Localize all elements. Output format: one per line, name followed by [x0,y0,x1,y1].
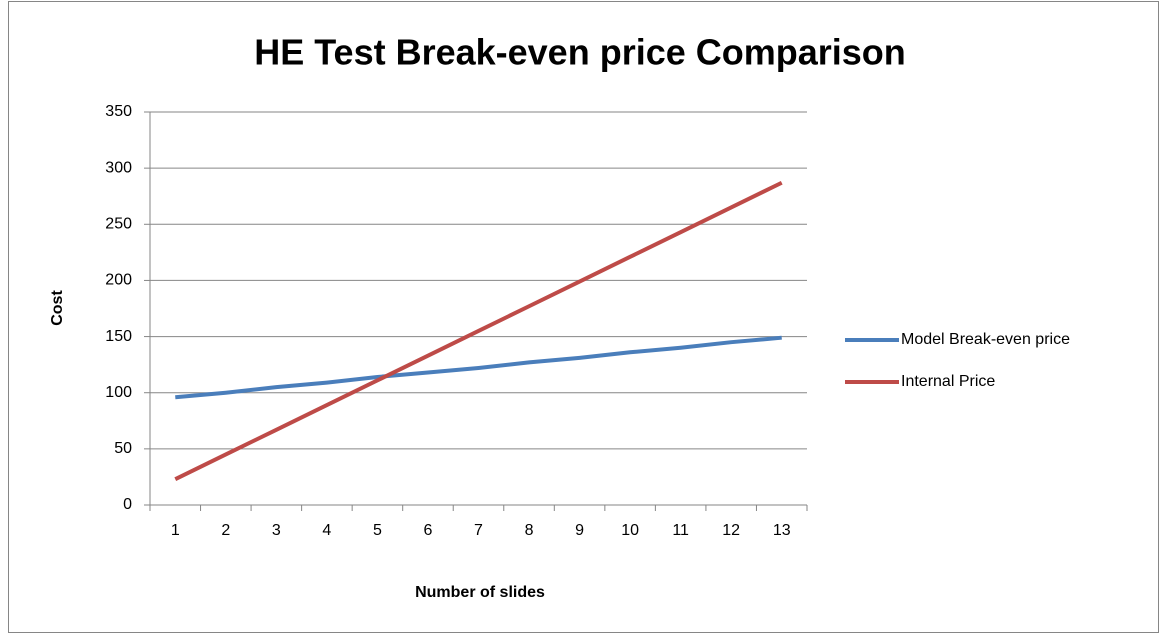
y-tick-label: 350 [105,103,132,120]
x-tick-label: 11 [672,522,689,539]
x-tick-label: 1 [171,522,180,539]
y-tick-label: 250 [105,216,132,233]
x-tick-label: 7 [474,522,483,539]
x-axis-title: Number of slides [415,584,545,601]
x-tick-label: 5 [373,522,382,539]
chart-frame [8,1,1159,633]
legend-label: Internal Price [901,373,995,390]
y-tick-label: 50 [114,440,132,457]
y-tick-label: 150 [105,328,132,345]
x-tick-label: 2 [221,522,230,539]
x-tick-label: 8 [525,522,534,539]
x-tick-label: 4 [322,522,331,539]
series-line [175,335,782,400]
x-tick-label: 9 [575,522,584,539]
legend-label: Model Break-even price [901,331,1070,348]
x-tick-label: 12 [722,522,740,539]
x-tick-label: 10 [621,522,639,539]
x-tick-label: 3 [272,522,281,539]
chart-title: HE Test Break-even price Comparison [254,32,906,73]
y-tick-label: 100 [105,384,132,401]
y-tick-label: 0 [123,496,132,513]
y-tick-label: 300 [105,159,132,176]
series-line [174,180,783,481]
y-tick-label: 200 [105,272,132,289]
x-tick-label: 13 [773,522,791,539]
y-axis-title: Cost [49,290,66,326]
x-tick-label: 6 [424,522,433,539]
